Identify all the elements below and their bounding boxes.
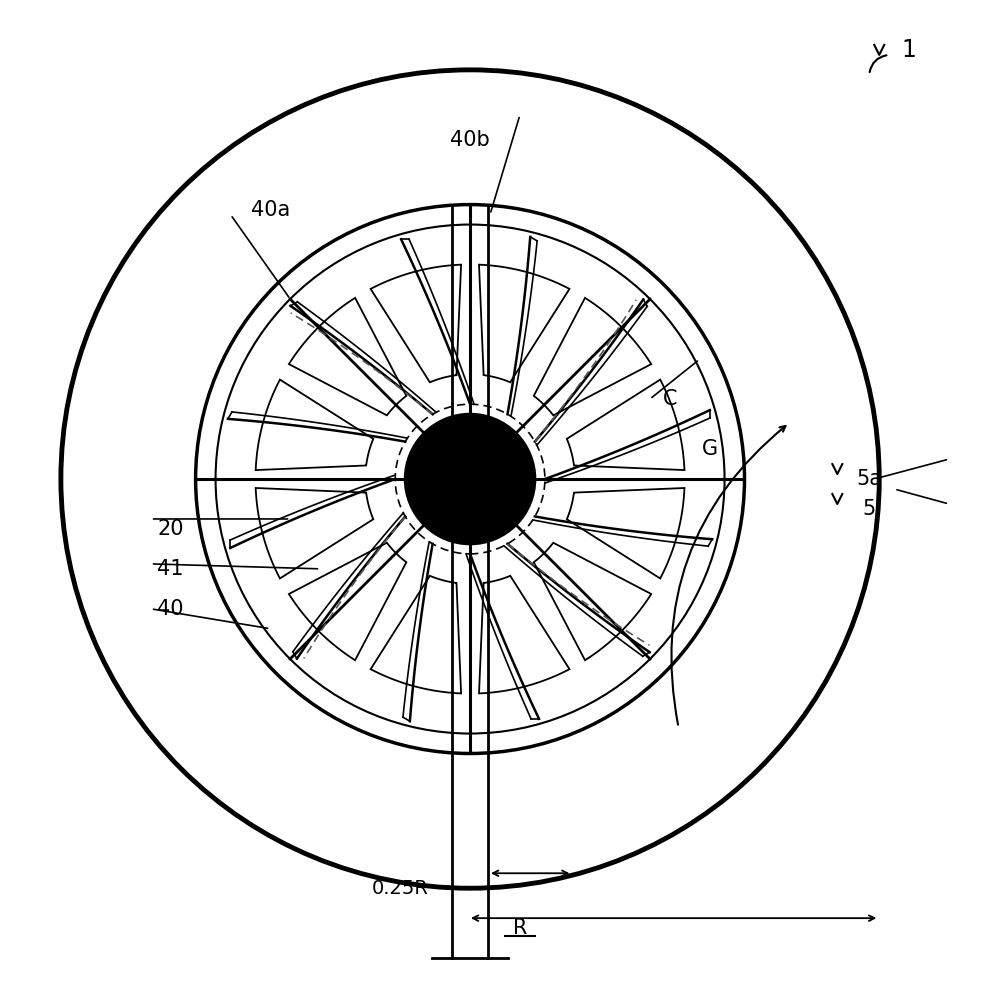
- Text: R: R: [513, 918, 527, 938]
- Text: C: C: [662, 389, 677, 409]
- Text: 40: 40: [157, 599, 184, 619]
- Text: 5a: 5a: [856, 469, 882, 489]
- Circle shape: [462, 471, 478, 487]
- Text: 1: 1: [902, 38, 917, 62]
- Text: 40a: 40a: [251, 200, 290, 220]
- Circle shape: [405, 414, 535, 544]
- Text: 0.25R: 0.25R: [372, 878, 429, 898]
- Text: 40b: 40b: [450, 130, 490, 150]
- Text: G: G: [702, 439, 718, 459]
- Text: 20: 20: [157, 519, 184, 539]
- Text: 41: 41: [157, 559, 184, 579]
- Text: 5: 5: [863, 499, 876, 519]
